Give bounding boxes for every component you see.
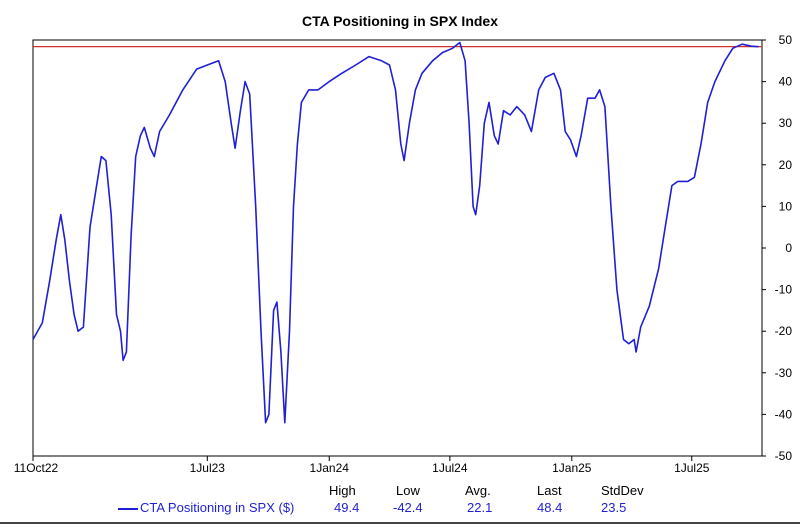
y-tick-label: 20 bbox=[779, 158, 793, 172]
y-tick-label: -40 bbox=[775, 407, 793, 421]
y-tick-label: 40 bbox=[779, 75, 793, 89]
x-tick-label: 1Jul25 bbox=[674, 461, 710, 475]
y-tick-label: -20 bbox=[775, 324, 793, 338]
stat-header-stddev: StdDev bbox=[601, 483, 644, 498]
legend-swatch bbox=[118, 508, 138, 510]
x-tick-label: 1Jan25 bbox=[552, 461, 592, 475]
stat-value-avg: 22.1 bbox=[467, 500, 493, 515]
y-tick-label: -50 bbox=[775, 449, 793, 463]
y-tick-label: -10 bbox=[775, 283, 793, 297]
y-tick-label: -30 bbox=[775, 366, 793, 380]
legend-series-label: CTA Positioning in SPX ($) bbox=[140, 500, 295, 515]
stat-value-last: 48.4 bbox=[537, 500, 563, 515]
y-tick-label: 0 bbox=[785, 241, 792, 255]
chart-title: CTA Positioning in SPX Index bbox=[302, 13, 498, 29]
x-axis: 11Oct22 1Jul23 1Jan24 1Jul24 1Jan25 1Jul25 bbox=[14, 456, 710, 475]
y-tick-label: 10 bbox=[779, 199, 793, 213]
y-tick-label: 30 bbox=[779, 116, 793, 130]
y-tick-label: 50 bbox=[779, 33, 793, 47]
series-line bbox=[32, 41, 759, 424]
x-tick-label: 1Jan24 bbox=[310, 461, 350, 475]
stat-header-avg: Avg. bbox=[465, 483, 491, 498]
stat-value-low: -42.4 bbox=[393, 500, 423, 515]
stat-header-last: Last bbox=[537, 483, 562, 498]
stat-value-stddev: 23.5 bbox=[601, 500, 627, 515]
stat-value-high: 49.4 bbox=[334, 500, 360, 515]
stat-header-high: High bbox=[329, 483, 356, 498]
x-tick-label: 1Jul24 bbox=[432, 461, 468, 475]
y-axis: 50 40 30 20 10 0 -10 -20 -30 -40 -50 bbox=[762, 33, 792, 463]
stat-header-low: Low bbox=[396, 483, 420, 498]
x-tick-label: 1Jul23 bbox=[190, 461, 226, 475]
x-tick-label: 11Oct22 bbox=[14, 461, 59, 475]
bottom-divider bbox=[0, 522, 800, 524]
